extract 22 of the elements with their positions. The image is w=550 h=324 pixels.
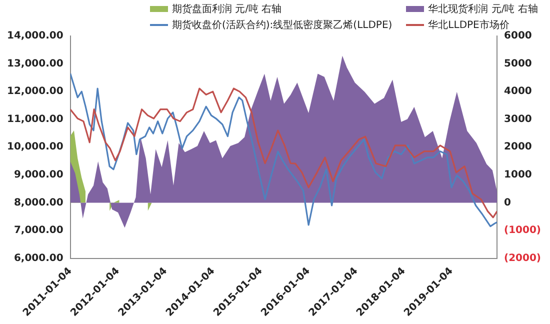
y2-tick-label: 2000 [504, 142, 532, 153]
y-tick-label: 10,000.00 [6, 142, 64, 153]
y-tick-label: 9,000.00 [14, 170, 64, 181]
y-tick-label: 6,000.00 [14, 252, 64, 264]
y2-tick-label: 1000 [504, 170, 532, 181]
y-tick-label: 7,000.00 [14, 225, 64, 236]
legend-label: 期货盘面利润 元/吨 右轴 [172, 2, 282, 16]
y-tick-label: 12,000.00 [6, 86, 64, 98]
y2-tick-label: 5000 [504, 58, 532, 70]
y2-tick-label: 3000 [504, 114, 532, 125]
legend-label: 华北现货利润 元/吨 右轴 [428, 2, 538, 16]
y2-tick-label: 0 [504, 197, 512, 208]
y2-tick-label: 4000 [504, 86, 532, 98]
y-tick-label: 11,000.00 [6, 114, 64, 125]
y-tick-label: 13,000.00 [6, 58, 64, 70]
y2-tick-label: 6000 [504, 30, 532, 42]
legend-label: 期货收盘价(活跃合约):线型低密度聚乙烯(LLDPE) [172, 18, 392, 32]
legend-label: 华北LLDPE市场价 [428, 18, 510, 31]
y2-tick-label: (2000) [504, 252, 542, 264]
y-tick-label: 8,000.00 [14, 197, 64, 208]
y-tick-label: 14,000.00 [6, 30, 64, 42]
y2-tick-label: (1000) [504, 225, 542, 236]
